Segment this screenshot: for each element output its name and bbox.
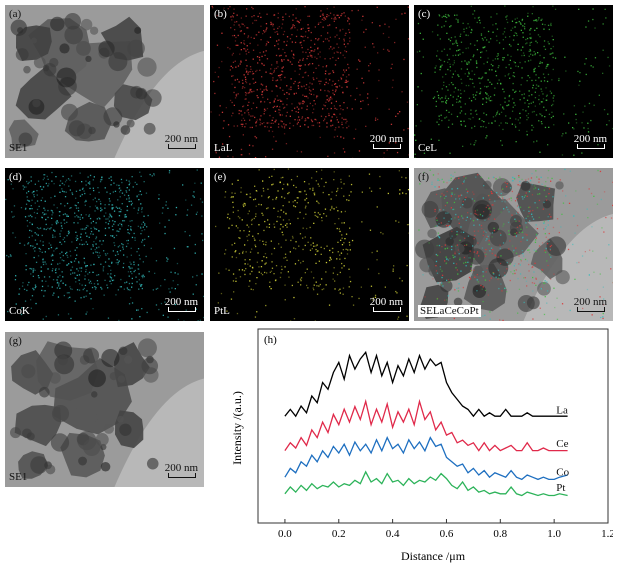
pt-elemental-map [215, 168, 409, 321]
panel-c-ce-map: (c) CeL 200 nm [414, 5, 613, 158]
panel-g-se1-image: (g) SE1 200 nm [5, 332, 204, 487]
panel-f-tag: (f) [418, 171, 429, 183]
x-tick-label: 0.8 [493, 528, 507, 540]
panel-c-scale-bar [577, 144, 605, 149]
series-line-la [284, 350, 568, 418]
panel-a-tag: (a) [9, 8, 22, 20]
panel-c-scale-label: 200 nm [573, 133, 607, 145]
panel-d-tag: (d) [9, 171, 22, 183]
series-layer: La Ce Co Pt [284, 350, 570, 497]
panel-h-tag: (h) [264, 334, 277, 346]
panel-f-scale-bar [577, 307, 605, 312]
panel-f-scale-label: 200 nm [573, 296, 607, 308]
co-elemental-map [5, 169, 204, 321]
overlay-micrograph [414, 168, 613, 321]
panel-g-scale-bar [168, 473, 196, 478]
panel-a-scale-label: 200 nm [164, 133, 198, 145]
panel-c-tag: (c) [418, 8, 431, 20]
panel-g-scale-label: 200 nm [164, 462, 198, 474]
panel-f-label: SELaCeCoPt [418, 305, 481, 317]
tem-micrograph [5, 5, 204, 158]
panel-e-scale-label: 200 nm [369, 296, 403, 308]
series-line-ce [284, 398, 568, 452]
x-tick-label: 0.0 [278, 528, 292, 540]
x-tick-label: 1.2 [601, 528, 613, 540]
panel-d-scale-label: 200 nm [164, 296, 198, 308]
panel-b-scale-bar [373, 144, 401, 149]
ce-elemental-map [414, 5, 613, 158]
series-line-pt [284, 470, 568, 497]
panel-b-scale-label: 200 nm [369, 133, 403, 145]
panel-b-la-map: (b) LaL 200 nm [210, 5, 409, 158]
series-label-ce: Ce [556, 438, 568, 450]
panel-e-tag: (e) [214, 171, 227, 183]
panel-d-co-map: (d) CoK 200 nm [5, 168, 204, 321]
panel-d-label: CoK [9, 305, 30, 317]
x-tick-label: 0.6 [440, 528, 454, 540]
panel-d-scale-bar [168, 307, 196, 312]
panel-g-label: SE1 [9, 471, 28, 483]
x-tick-label: 0.2 [332, 528, 346, 540]
series-label-pt: Pt [556, 482, 565, 494]
x-tick-label: 0.4 [386, 528, 400, 540]
series-line-co [284, 436, 568, 481]
series-label-co: Co [556, 467, 569, 479]
panel-e-pt-map: (e) PtL 200 nm [210, 168, 409, 321]
panel-a-se1-image: (a) SE1 200 nm [5, 5, 204, 158]
panel-b-label: LaL [214, 142, 233, 154]
line-scan-chart: (h) 0.0 0.2 0.4 0.6 0.8 1.0 1.2 La Ce Co Pt Dista… [230, 328, 613, 563]
panel-c-label: CeL [418, 142, 437, 154]
la-elemental-map [210, 5, 409, 158]
panel-g-tag: (g) [9, 335, 22, 347]
x-axis-label: Distance /μm [401, 549, 466, 563]
panel-a-scale-bar [168, 144, 196, 149]
panel-b-tag: (b) [214, 8, 227, 20]
panel-e-scale-bar [373, 307, 401, 312]
panel-a-label: SE1 [9, 142, 28, 154]
y-axis-label: Intensity /(a.u.) [230, 391, 244, 465]
series-label-la: La [556, 405, 568, 417]
x-tick-label: 1.0 [547, 528, 561, 540]
panel-e-label: PtL [214, 305, 230, 317]
tem-micrograph-g [5, 332, 204, 487]
panel-f-overlay: (f) SELaCeCoPt 200 nm [414, 168, 613, 321]
x-axis: 0.0 0.2 0.4 0.6 0.8 1.0 1.2 [278, 519, 613, 540]
